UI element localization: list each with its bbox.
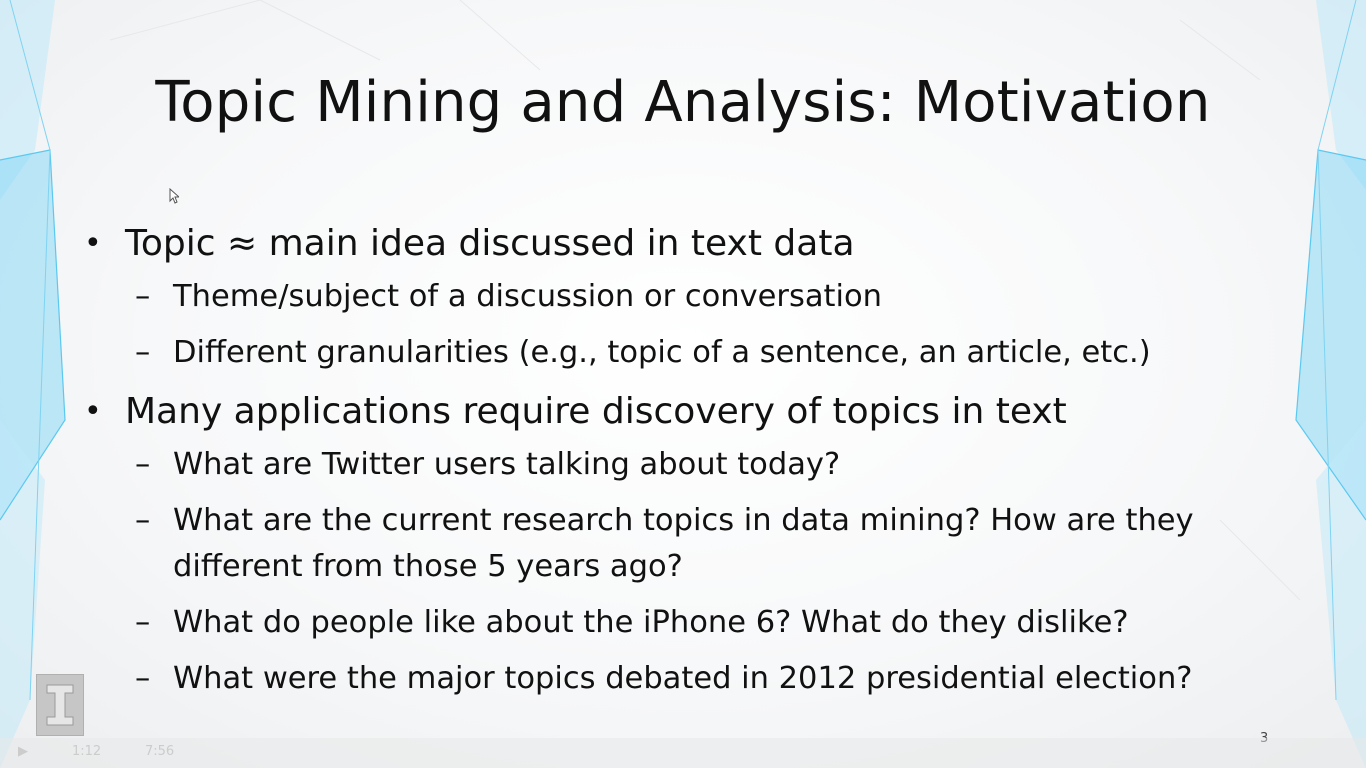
dash-glyph: – [135, 661, 151, 696]
sub-bullet-list: – What are Twitter users talking about t… [125, 442, 1280, 702]
sub-bullet-text: What are Twitter users talking about tod… [173, 447, 841, 482]
sub-bullet-text: What do people like about the iPhone 6? … [173, 605, 1129, 640]
sub-bullet-item: – What are Twitter users talking about t… [125, 442, 1280, 488]
elapsed-time: 1:12 [72, 744, 102, 759]
bullet-item: • Many applications require discovery of… [80, 386, 1280, 702]
slide-title: Topic Mining and Analysis: Motivation [155, 70, 1211, 135]
duration-time: 7:56 [145, 744, 175, 759]
bullet-list: • Topic ≈ main idea discussed in text da… [80, 218, 1280, 712]
dash-glyph: – [135, 279, 151, 314]
bullet-text: Topic ≈ main idea discussed in text data [125, 223, 855, 264]
dash-glyph: – [135, 503, 151, 538]
left-network-decoration [0, 0, 66, 768]
university-logo-icon [36, 674, 84, 736]
pointer-cursor-icon [169, 188, 179, 204]
sub-bullet-item: – What were the major topics debated in … [125, 656, 1280, 702]
sub-bullet-text: Theme/subject of a discussion or convers… [173, 279, 882, 314]
play-icon[interactable]: ▶ [18, 744, 28, 759]
sub-bullet-text: Different granularities (e.g., topic of … [173, 335, 1151, 370]
video-controls-bar: ▶ 1:12 7:56 [0, 738, 1366, 768]
bullet-glyph: • [84, 394, 102, 429]
sub-bullet-text: What were the major topics debated in 20… [173, 661, 1193, 696]
sub-bullet-list: – Theme/subject of a discussion or conve… [125, 274, 1280, 376]
right-network-decoration [1295, 0, 1366, 768]
sub-bullet-text: What are the current research topics in … [173, 503, 1194, 584]
bullet-text: Many applications require discovery of t… [125, 391, 1067, 432]
bullet-glyph: • [84, 226, 102, 261]
sub-bullet-item: – Different granularities (e.g., topic o… [125, 330, 1280, 376]
sub-bullet-item: – Theme/subject of a discussion or conve… [125, 274, 1280, 320]
dash-glyph: – [135, 605, 151, 640]
sub-bullet-item: – What do people like about the iPhone 6… [125, 600, 1280, 646]
sub-bullet-item: – What are the current research topics i… [125, 498, 1280, 590]
dash-glyph: – [135, 447, 151, 482]
bullet-item: • Topic ≈ main idea discussed in text da… [80, 218, 1280, 376]
dash-glyph: – [135, 335, 151, 370]
